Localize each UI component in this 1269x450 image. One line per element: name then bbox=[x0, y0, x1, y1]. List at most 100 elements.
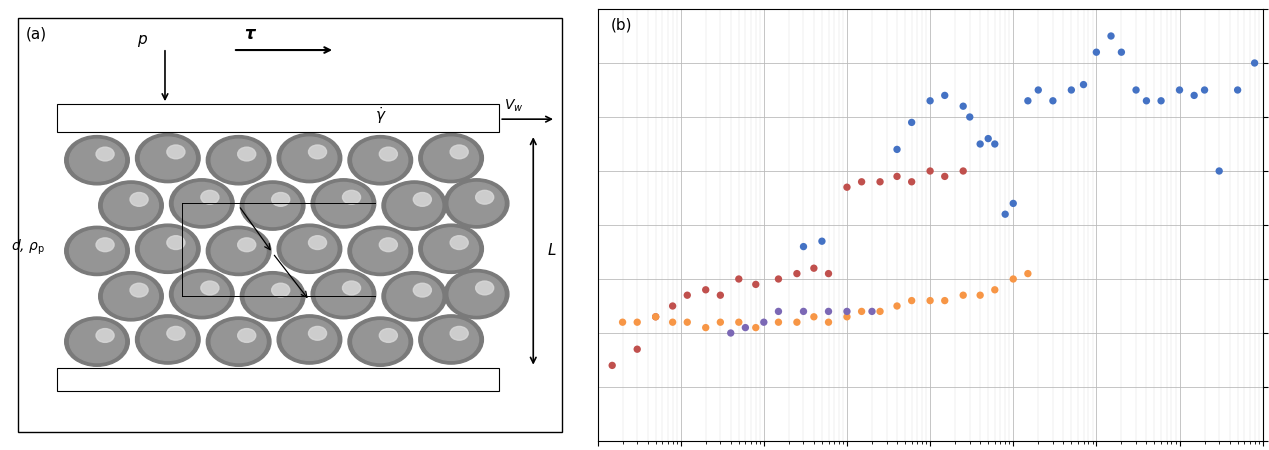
Circle shape bbox=[379, 147, 397, 161]
Circle shape bbox=[65, 317, 129, 366]
Text: $p$: $p$ bbox=[137, 32, 147, 49]
Bar bbox=[57, 368, 499, 392]
Circle shape bbox=[348, 226, 412, 275]
Circle shape bbox=[136, 133, 201, 183]
Circle shape bbox=[96, 238, 114, 252]
Circle shape bbox=[348, 317, 412, 366]
Point bbox=[953, 167, 973, 175]
Point bbox=[1018, 97, 1038, 104]
Circle shape bbox=[382, 272, 447, 321]
Point bbox=[869, 178, 890, 185]
Circle shape bbox=[240, 181, 305, 230]
Circle shape bbox=[70, 230, 124, 272]
Point bbox=[678, 319, 698, 326]
Circle shape bbox=[272, 283, 289, 297]
Circle shape bbox=[414, 283, 431, 297]
Point bbox=[1043, 97, 1063, 104]
Point bbox=[953, 103, 973, 110]
Circle shape bbox=[316, 182, 371, 225]
Point bbox=[970, 140, 990, 148]
Point bbox=[678, 292, 698, 299]
Circle shape bbox=[174, 273, 230, 315]
Circle shape bbox=[444, 179, 509, 228]
Circle shape bbox=[211, 321, 266, 363]
Circle shape bbox=[450, 326, 468, 340]
Point bbox=[862, 308, 882, 315]
Point bbox=[836, 313, 857, 320]
Point bbox=[819, 308, 839, 315]
Circle shape bbox=[141, 319, 195, 360]
Point bbox=[851, 308, 872, 315]
Circle shape bbox=[201, 190, 220, 204]
Point bbox=[1245, 59, 1265, 67]
Circle shape bbox=[201, 281, 220, 295]
Circle shape bbox=[245, 275, 299, 317]
Circle shape bbox=[353, 139, 407, 181]
Text: $\boldsymbol{\tau}$: $\boldsymbol{\tau}$ bbox=[245, 25, 258, 43]
Circle shape bbox=[70, 139, 124, 181]
Point bbox=[819, 270, 839, 277]
Point bbox=[869, 308, 890, 315]
Circle shape bbox=[240, 272, 305, 321]
Point bbox=[627, 319, 647, 326]
Circle shape bbox=[450, 145, 468, 159]
Circle shape bbox=[166, 326, 185, 340]
Point bbox=[836, 184, 857, 191]
Bar bbox=[18, 18, 562, 432]
Circle shape bbox=[207, 226, 272, 275]
Circle shape bbox=[353, 321, 407, 363]
Circle shape bbox=[237, 328, 256, 342]
Point bbox=[662, 302, 683, 310]
Circle shape bbox=[174, 182, 230, 225]
Circle shape bbox=[272, 193, 289, 206]
Circle shape bbox=[316, 273, 371, 315]
Point bbox=[1151, 97, 1171, 104]
Circle shape bbox=[449, 273, 504, 315]
Text: (a): (a) bbox=[27, 26, 47, 41]
Point bbox=[970, 292, 990, 299]
Point bbox=[1074, 81, 1094, 88]
Point bbox=[1101, 32, 1122, 40]
Circle shape bbox=[308, 145, 326, 159]
Point bbox=[1061, 86, 1081, 94]
Point bbox=[627, 346, 647, 353]
Point bbox=[1184, 92, 1204, 99]
Circle shape bbox=[444, 270, 509, 319]
Circle shape bbox=[387, 275, 442, 317]
Text: $V_w$: $V_w$ bbox=[504, 97, 523, 113]
Circle shape bbox=[449, 182, 504, 225]
Point bbox=[1194, 86, 1214, 94]
Circle shape bbox=[104, 184, 159, 226]
Point bbox=[1003, 200, 1023, 207]
Circle shape bbox=[65, 135, 129, 185]
Point bbox=[934, 92, 954, 99]
Circle shape bbox=[237, 147, 256, 161]
Point bbox=[793, 308, 813, 315]
Circle shape bbox=[96, 147, 114, 161]
Circle shape bbox=[211, 230, 266, 272]
Circle shape bbox=[424, 319, 478, 360]
Point bbox=[934, 173, 954, 180]
Circle shape bbox=[476, 281, 494, 295]
Point bbox=[787, 319, 807, 326]
Circle shape bbox=[419, 224, 483, 274]
Circle shape bbox=[129, 193, 148, 206]
Point bbox=[711, 319, 731, 326]
Circle shape bbox=[308, 236, 326, 249]
Point bbox=[746, 324, 766, 331]
Point bbox=[836, 308, 857, 315]
Point bbox=[819, 319, 839, 326]
Circle shape bbox=[382, 181, 447, 230]
Point bbox=[1018, 270, 1038, 277]
Circle shape bbox=[311, 270, 376, 319]
Text: $\dot{\gamma}$: $\dot{\gamma}$ bbox=[374, 105, 386, 126]
Point bbox=[1169, 86, 1189, 94]
Point bbox=[901, 297, 921, 304]
Point bbox=[768, 319, 788, 326]
Point bbox=[728, 275, 749, 283]
Point bbox=[920, 97, 940, 104]
Circle shape bbox=[237, 238, 256, 252]
Circle shape bbox=[141, 137, 195, 179]
Circle shape bbox=[170, 179, 233, 228]
Text: (b): (b) bbox=[610, 18, 632, 33]
